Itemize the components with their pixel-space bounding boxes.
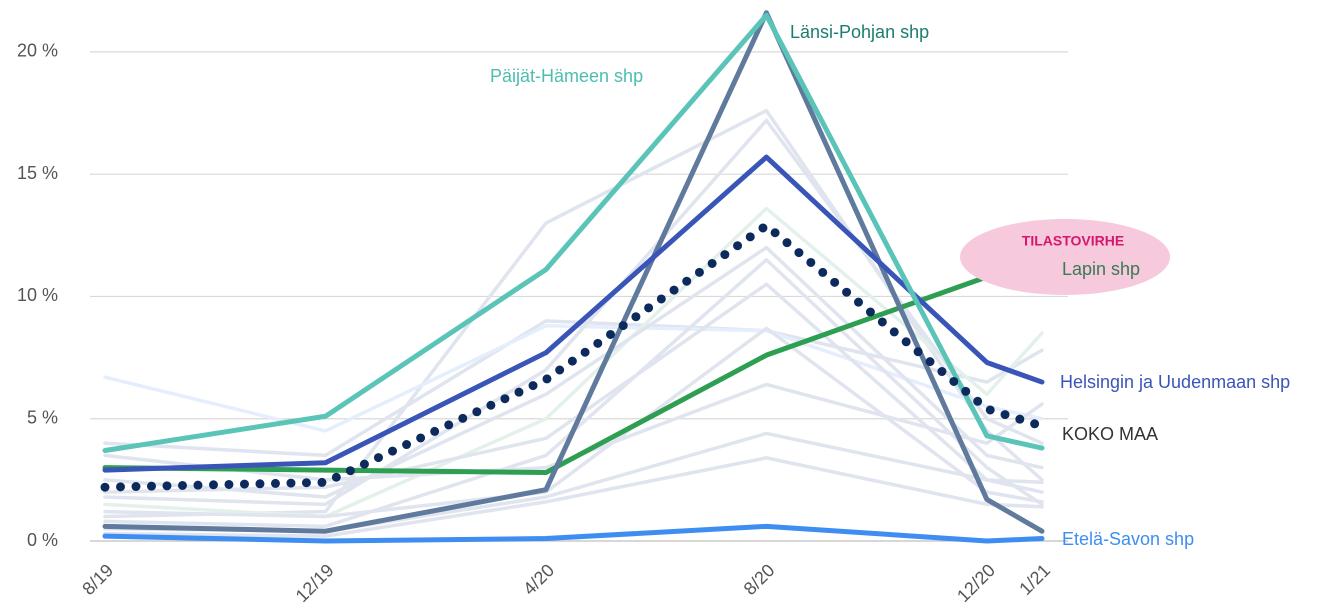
y-tick-label: 10 % — [17, 285, 58, 305]
x-tick-label: 12/20 — [953, 560, 999, 606]
y-tick-label: 15 % — [17, 163, 58, 183]
x-tick-label: 1/21 — [1015, 560, 1054, 599]
series-line — [102, 10, 1045, 534]
series-line — [102, 523, 1045, 544]
background-line — [103, 324, 1044, 433]
series-label: Lapin shp — [1062, 259, 1140, 279]
background-line — [103, 326, 1044, 519]
series-label: Päijät-Hämeen shp — [490, 66, 643, 86]
series-line — [102, 267, 1045, 476]
x-tick-label: 4/20 — [519, 560, 558, 599]
series-line — [102, 12, 1045, 454]
x-tick-label: 12/19 — [292, 560, 338, 606]
y-tick-label: 20 % — [17, 41, 58, 61]
background-line — [103, 319, 1044, 458]
y-tick-label: 5 % — [27, 407, 58, 427]
background-line — [103, 118, 1044, 507]
annotation-bubble — [960, 219, 1170, 295]
annotation: TILASTOVIRHE — [1022, 233, 1124, 249]
series-line — [100, 221, 1047, 492]
series-label: Etelä-Savon shp — [1062, 529, 1194, 549]
x-tick-label: 8/20 — [740, 560, 779, 599]
series-line — [102, 154, 1045, 473]
y-tick-label: 0 % — [27, 530, 58, 550]
series-label: KOKO MAA — [1062, 424, 1158, 444]
background-line — [103, 245, 1044, 499]
background-line — [103, 258, 1044, 529]
series-label: Länsi-Pohjan shp — [790, 22, 929, 42]
labels: 0 % 5 % 10 % 15 % 20 % 8/19 12/19 4/20 8/20 12/20… — [17, 22, 1290, 606]
x-tick-label: 8/19 — [78, 560, 117, 599]
series-label: Helsingin ja Uudenmaan shp — [1060, 372, 1290, 392]
plot — [90, 10, 1068, 544]
